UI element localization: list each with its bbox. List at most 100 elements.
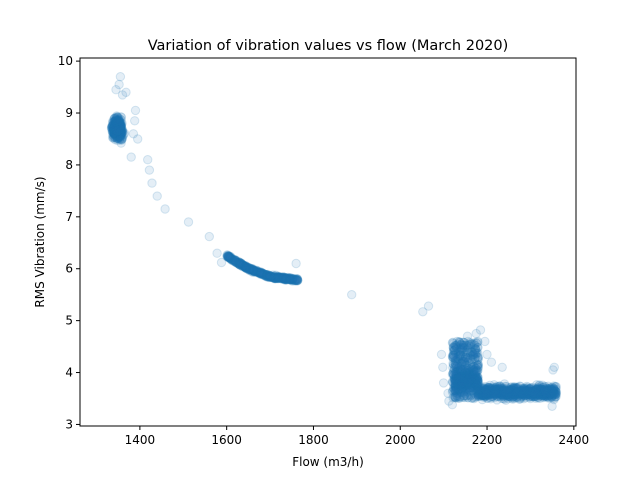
scatter-point <box>115 123 125 133</box>
scatter-point <box>114 79 124 90</box>
scatter-point <box>112 124 123 135</box>
scatter-point <box>112 129 123 140</box>
scatter-point <box>115 123 125 134</box>
scatter-point <box>111 122 121 133</box>
scatter-point <box>111 125 121 135</box>
scatter-point <box>130 105 141 116</box>
scatter-point <box>116 130 127 141</box>
scatter-point <box>116 126 126 137</box>
y-tick-label: 5 <box>65 314 73 328</box>
scatter-point <box>113 125 123 135</box>
scatter-point <box>497 362 507 372</box>
scatter-point <box>111 124 121 135</box>
scatter-point <box>113 124 123 134</box>
scatter-point <box>109 116 119 127</box>
scatter-point <box>112 119 123 129</box>
scatter-point <box>283 272 293 283</box>
scatter-point <box>112 128 122 139</box>
scatter-point <box>113 122 123 132</box>
scatter-point <box>113 126 124 136</box>
scatter-point <box>265 272 275 282</box>
x-tick-label: 2400 <box>559 433 590 447</box>
scatter-point <box>128 129 139 139</box>
scatter-point <box>277 272 288 283</box>
scatter-point <box>110 122 121 133</box>
scatter-point <box>111 117 121 127</box>
scatter-point <box>113 124 124 134</box>
scatter-point <box>293 275 303 285</box>
scatter-point <box>112 125 122 135</box>
scatter-point <box>115 130 125 141</box>
scatter-point <box>227 254 237 265</box>
scatter-point <box>111 126 122 136</box>
scatter-point <box>113 124 123 134</box>
scatter-point <box>109 130 119 141</box>
scatter-point <box>108 127 119 137</box>
scatter-point <box>106 123 117 133</box>
scatter-point <box>113 126 124 136</box>
scatter-point <box>111 125 121 136</box>
scatter-point <box>114 128 124 138</box>
scatter-point <box>110 122 121 133</box>
scatter-point <box>115 123 125 134</box>
scatter-point <box>113 124 123 134</box>
scatter-point <box>115 133 125 143</box>
scatter-point <box>111 126 121 136</box>
scatter-point <box>111 129 122 139</box>
scatter-point <box>110 119 120 129</box>
scatter-point <box>112 121 123 131</box>
scatter-point <box>473 348 483 358</box>
scatter-point <box>108 122 119 132</box>
scatter-point <box>114 123 125 134</box>
scatter-point <box>111 120 121 131</box>
scatter-point <box>113 127 123 137</box>
scatter-point <box>113 132 123 143</box>
scatter-point <box>121 87 131 98</box>
scatter-point <box>111 127 121 137</box>
scatter-point <box>115 121 125 131</box>
scatter-point <box>275 272 285 283</box>
scatter-point <box>115 124 126 134</box>
scatter-point <box>113 114 124 124</box>
scatter-point <box>423 301 434 311</box>
scatter-point <box>224 253 235 263</box>
scatter-point <box>111 122 122 133</box>
scatter-point <box>115 125 125 135</box>
scatter-point <box>108 133 119 143</box>
scatter-point <box>110 120 121 130</box>
scatter-point <box>114 124 124 134</box>
scatter-point <box>111 127 122 137</box>
scatter-point <box>110 124 120 134</box>
scatter-point <box>274 272 284 283</box>
scatter-point <box>272 273 282 283</box>
scatter-point <box>115 127 126 138</box>
scatter-point <box>114 123 124 133</box>
scatter-point <box>112 126 123 137</box>
scatter-point <box>285 273 296 283</box>
scatter-point <box>490 389 500 400</box>
scatter-point <box>115 117 125 128</box>
scatter-point <box>115 115 125 126</box>
scatter-point <box>111 115 121 126</box>
scatter-point <box>117 125 127 135</box>
scatter-point <box>113 133 124 144</box>
scatter-point <box>110 117 120 128</box>
scatter-point <box>110 128 120 138</box>
scatter-point <box>114 127 125 137</box>
scatter-point <box>113 120 123 130</box>
scatter-point <box>248 265 258 275</box>
scatter-point <box>115 120 125 131</box>
scatter-point <box>108 124 119 134</box>
scatter-point <box>268 270 278 280</box>
scatter-point <box>115 128 125 138</box>
scatter-point <box>111 121 121 131</box>
scatter-point <box>112 122 123 133</box>
scatter-point <box>109 128 119 138</box>
scatter-point <box>455 386 466 397</box>
scatter-point <box>114 128 125 138</box>
scatter-point <box>111 126 121 137</box>
scatter-point <box>108 116 118 127</box>
scatter-point <box>473 360 483 370</box>
scatter-point <box>444 396 454 406</box>
scatter-point <box>113 128 123 138</box>
